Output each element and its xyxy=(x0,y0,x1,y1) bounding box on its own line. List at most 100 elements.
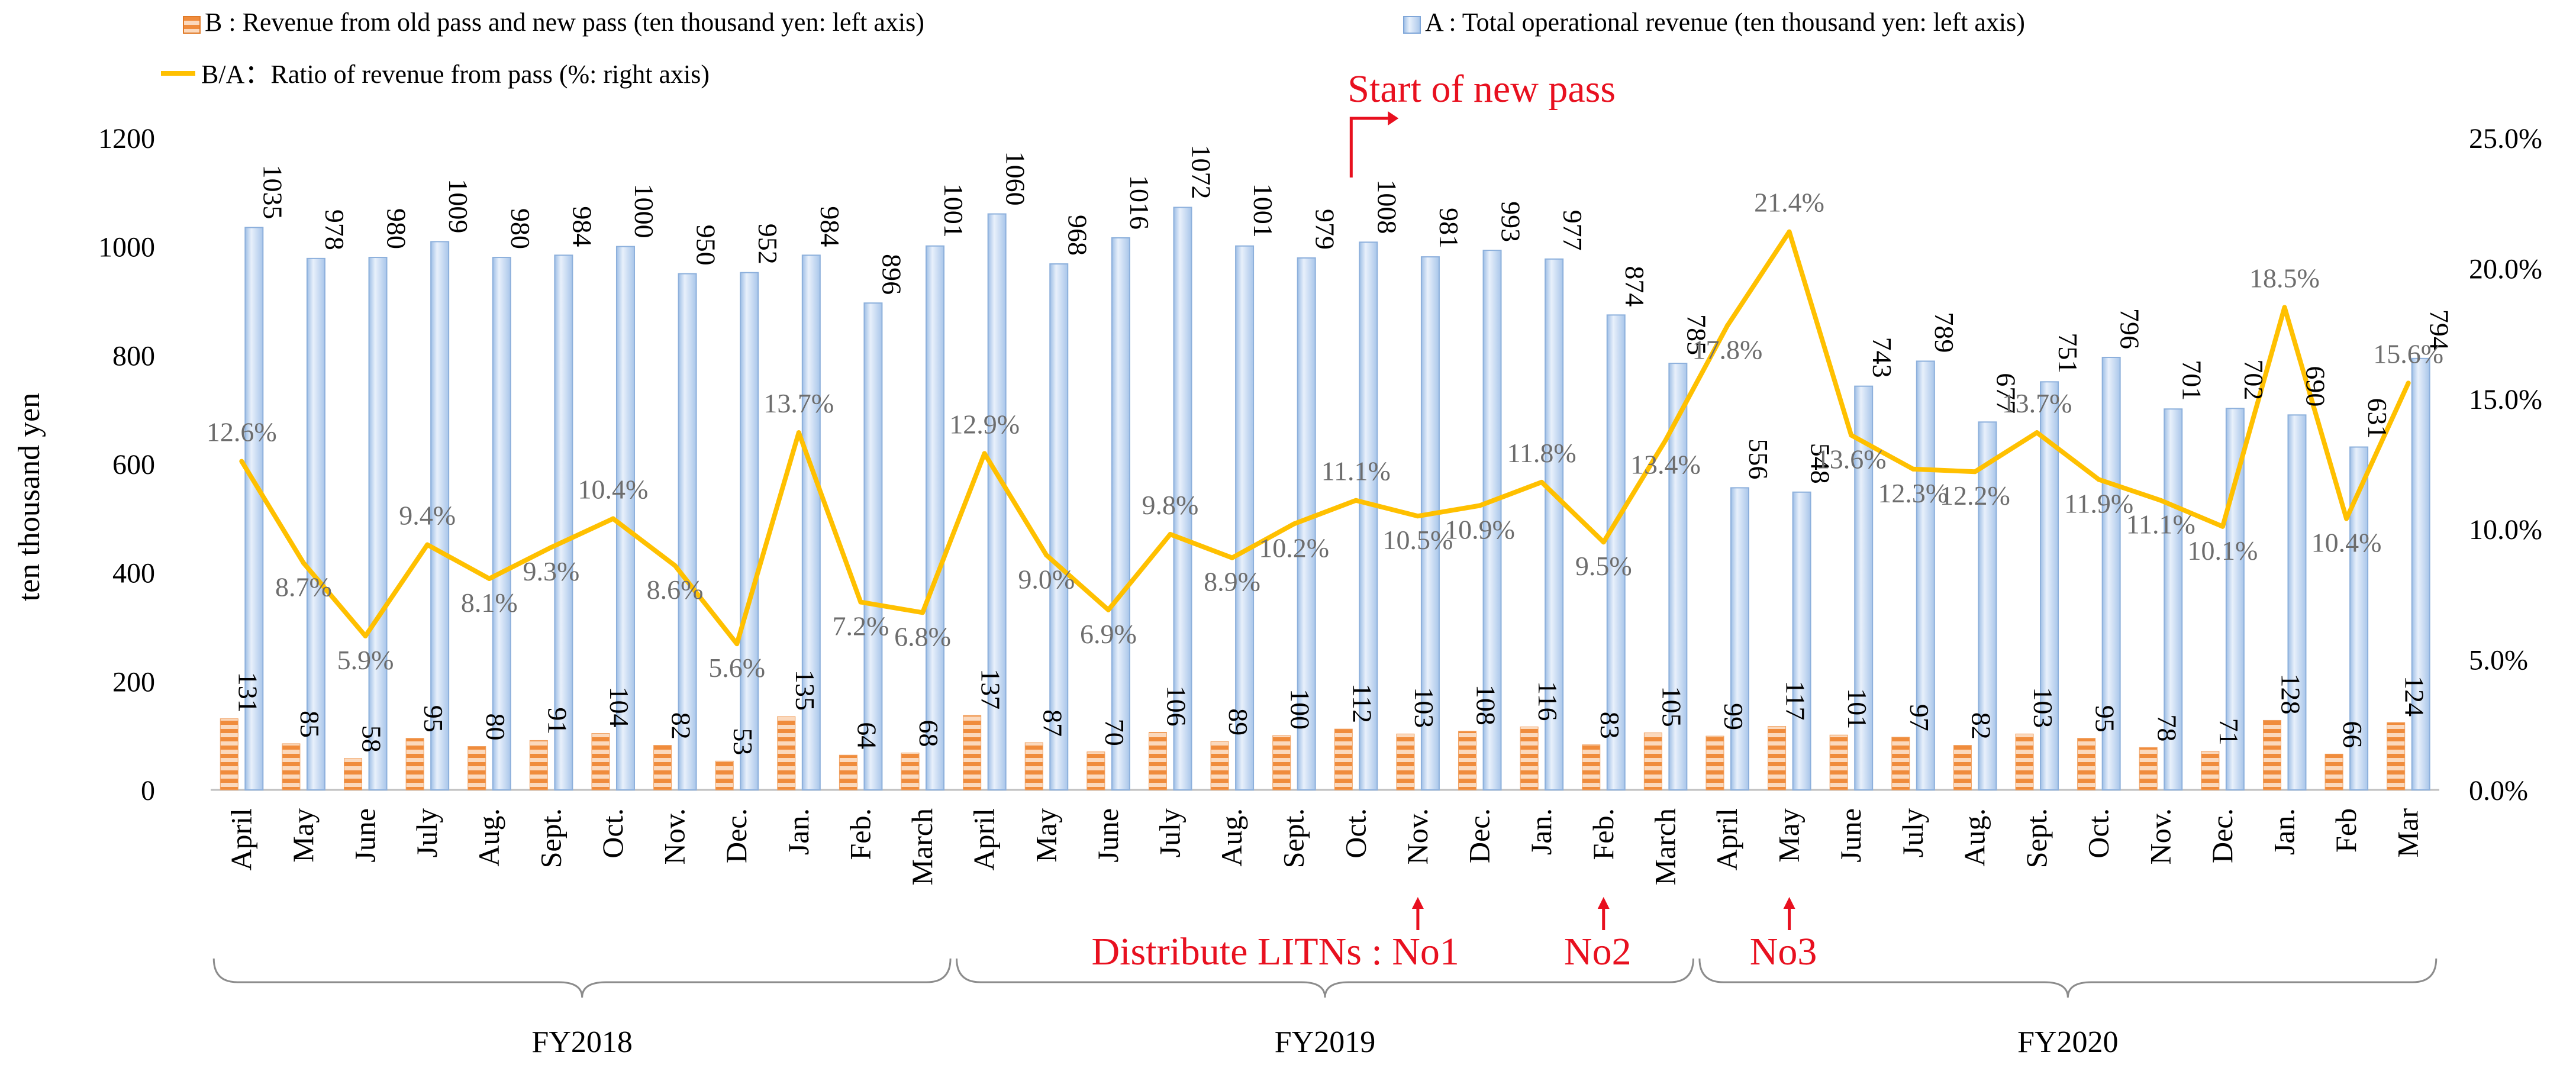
bar-a xyxy=(2225,408,2245,790)
x-tick-label: Sept. xyxy=(2020,808,2053,868)
ratio-point xyxy=(2220,524,2225,529)
series-b-bars xyxy=(220,715,2406,790)
bar-b-label: 97 xyxy=(1904,704,1935,731)
ratio-label: 13.6% xyxy=(1816,444,1887,475)
legend-label-ratio: B/A：Ratio of revenue from pass (%: right… xyxy=(201,60,710,89)
bar-a-label: 1060 xyxy=(1001,151,1031,206)
right-tick-label: 5.0% xyxy=(2469,645,2528,676)
ratio-point xyxy=(301,560,306,566)
bar-b-label: 117 xyxy=(1781,680,1811,720)
ratio-label: 8.9% xyxy=(1204,567,1260,597)
litn-label: No2 xyxy=(1564,930,1632,973)
bar-a-label: 980 xyxy=(505,208,536,249)
left-tick-label: 800 xyxy=(112,340,155,372)
x-tick-label: May xyxy=(1772,808,1806,863)
bar-b xyxy=(282,743,301,790)
left-tick-label: 600 xyxy=(112,449,155,480)
bar-b xyxy=(344,758,363,790)
x-tick-label: March xyxy=(1648,808,1681,886)
bar-a xyxy=(987,213,1007,791)
fy-brace xyxy=(956,958,1694,998)
bar-b-label: 95 xyxy=(2090,705,2120,733)
ratio-point xyxy=(982,451,987,456)
x-tick-label: Feb. xyxy=(1587,808,1620,860)
bar-a-label: 1072 xyxy=(1186,145,1216,199)
series-ratio-labels: 12.6% 8.7% 5.9% 9.4% 8.1%9.3% 10.4% 8.6% 5.6% 13… xyxy=(207,188,2443,683)
bar-a xyxy=(1235,245,1255,790)
ratio-label: 13.4% xyxy=(1630,449,1701,479)
bar-a xyxy=(1978,421,1997,790)
left-tick-label: 1000 xyxy=(98,232,155,263)
x-tick-label: Oct. xyxy=(2082,808,2115,859)
bar-b xyxy=(777,716,796,790)
x-tick-label: Feb. xyxy=(843,808,876,860)
ratio-point xyxy=(1849,433,1854,438)
x-tick-label: April xyxy=(1710,808,1743,871)
ratio-label: 9.0% xyxy=(1018,564,1075,594)
bar-b-label: 87 xyxy=(1037,709,1068,737)
bar-b-label: 112 xyxy=(1347,683,1377,723)
x-tick-label: Sept. xyxy=(534,808,567,868)
ratio-point xyxy=(2158,498,2164,503)
bar-a xyxy=(492,257,511,790)
ratio-point xyxy=(2035,430,2040,435)
bar-b-label: 135 xyxy=(790,670,820,711)
ratio-point xyxy=(796,430,801,435)
ratio-label: 7.2% xyxy=(833,611,889,641)
bar-a xyxy=(1792,491,1811,791)
x-tick-label: June xyxy=(349,808,382,863)
annotations: Start of new pass Distribute LITNs : No1 N… xyxy=(1091,67,1817,973)
ratio-point xyxy=(1168,532,1173,537)
ratio-point xyxy=(1477,503,1482,508)
ratio-label: 8.7% xyxy=(275,572,332,602)
bar-b xyxy=(1024,742,1043,790)
ratio-point xyxy=(1230,555,1235,560)
right-tick-label: 0.0% xyxy=(2469,775,2528,806)
new-pass-arrowhead xyxy=(1388,111,1399,125)
litn-label: No3 xyxy=(1750,930,1817,973)
bar-b-label: 103 xyxy=(1409,687,1439,728)
bar-b-label: 128 xyxy=(2275,673,2306,714)
bar-a-label: 984 xyxy=(567,206,597,247)
x-tick-label: Oct. xyxy=(1339,808,1372,859)
bar-b-label: 99 xyxy=(1719,703,1749,730)
ratio-label: 8.6% xyxy=(647,575,704,605)
x-tick-label: Sept. xyxy=(1277,808,1310,868)
bar-b xyxy=(1087,751,1105,790)
bar-a-label: 979 xyxy=(1310,209,1340,250)
x-tick-label: Jan. xyxy=(782,808,815,855)
bar-a-label: 785 xyxy=(1681,314,1711,355)
bar-b xyxy=(1829,734,1848,790)
ratio-point xyxy=(1353,498,1359,503)
bar-a-label: 743 xyxy=(1867,337,1897,378)
bar-b xyxy=(1953,745,1972,790)
bar-a-label: 977 xyxy=(1558,210,1588,251)
ratio-point xyxy=(549,545,554,550)
right-tick-label: 10.0% xyxy=(2469,514,2542,546)
left-axis-ticks: 0 200 400 600 800 1000 1200 xyxy=(98,123,155,806)
bar-b-label: 58 xyxy=(357,725,387,753)
bar-a-label: 1008 xyxy=(1372,179,1402,234)
fy-label: FY2019 xyxy=(1275,1025,1375,1059)
ratio-label: 21.4% xyxy=(1754,188,1824,218)
bar-b xyxy=(1582,744,1601,790)
bar-a xyxy=(2411,357,2430,790)
x-tick-label: Dec. xyxy=(2206,808,2239,863)
ratio-point xyxy=(734,641,740,647)
bar-a xyxy=(615,246,635,790)
bar-a xyxy=(1482,250,1502,791)
ratio-label: 11.1% xyxy=(2126,509,2195,540)
series-a-bars xyxy=(244,206,2430,791)
bar-b xyxy=(1272,735,1291,790)
fy-label: FY2018 xyxy=(531,1025,632,1059)
bar-b xyxy=(901,753,920,790)
ratio-label: 10.9% xyxy=(1445,515,1515,545)
bar-a-label: 993 xyxy=(1496,201,1526,242)
bar-a xyxy=(554,254,573,790)
x-tick-label: July xyxy=(1896,808,1929,857)
bar-b xyxy=(839,754,857,790)
fy-label: FY2020 xyxy=(2017,1025,2118,1059)
ratio-point xyxy=(2282,305,2287,310)
bar-a xyxy=(740,272,759,791)
ratio-point xyxy=(920,610,926,615)
